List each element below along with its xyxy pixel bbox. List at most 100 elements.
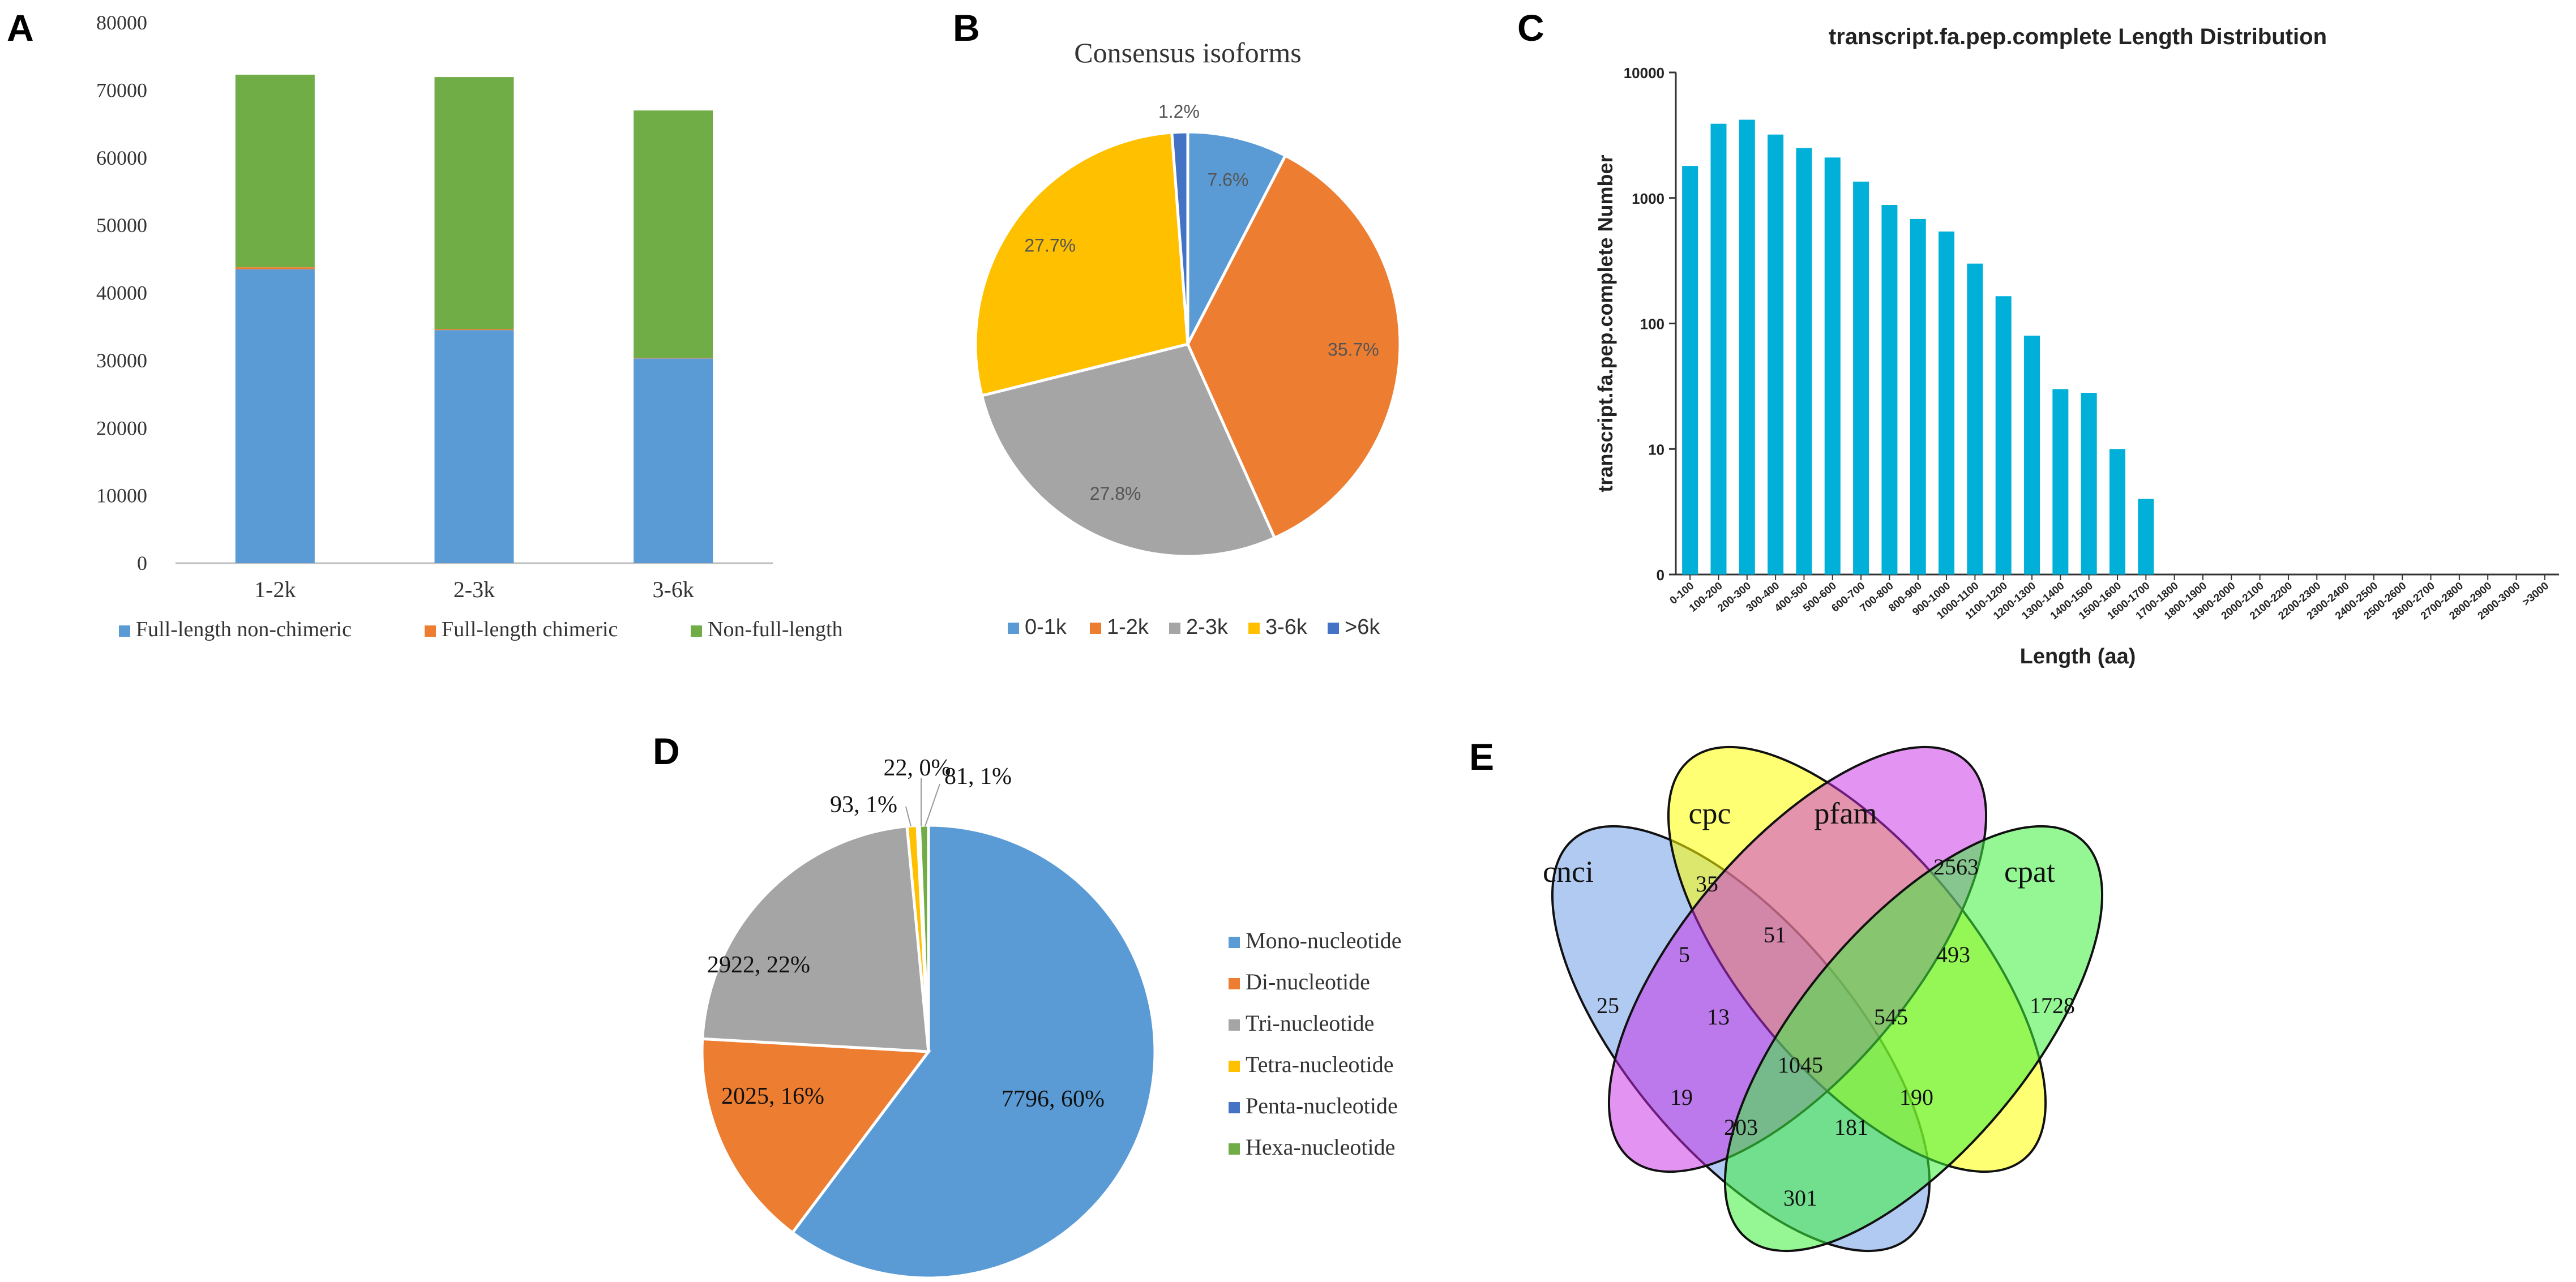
panel-a-stacked-bar-chart: 0 10000 20000 30000 40000 50000 60000 70000 8000… bbox=[96, 11, 843, 641]
legend-label-2: Non-full-length bbox=[708, 618, 843, 641]
venn-region-cpc-pfam-cpat: 545 bbox=[1874, 1004, 1908, 1030]
pie-d-slice-0 bbox=[790, 824, 1157, 1280]
pie-b-legend-label-2: 2-3k bbox=[1186, 615, 1229, 639]
x-tick-label-1: 2-3k bbox=[453, 577, 495, 602]
chart-c-bar-1 bbox=[1710, 123, 1727, 575]
chart-c-bar-6 bbox=[1853, 181, 1869, 574]
x-tick-label-2: 3-6k bbox=[653, 577, 694, 602]
pie-d-value-label-0: 7796, 60% bbox=[1002, 1086, 1105, 1112]
pie-b-slice-3 bbox=[974, 131, 1189, 398]
chart-c-bar-2 bbox=[1739, 119, 1755, 575]
pie-d-legend-swatch-1 bbox=[1229, 978, 1240, 989]
legend-swatch-2 bbox=[691, 625, 702, 637]
chart-c-bar-3 bbox=[1768, 134, 1784, 575]
pie-b-legend-swatch-1 bbox=[1090, 623, 1101, 634]
chart-c-bar-15 bbox=[2109, 449, 2125, 574]
venn-region-cpc-cpat: 190 bbox=[1899, 1084, 1933, 1110]
chart-c-bar-14 bbox=[2081, 393, 2097, 574]
pie-b-value-label-0: 7.6% bbox=[1207, 170, 1248, 190]
venn-region-cnci-cpat: 301 bbox=[1783, 1185, 1817, 1211]
pie-d-legend-label-2: Tri-nucleotide bbox=[1246, 1010, 1374, 1036]
chart-c-bar-5 bbox=[1824, 157, 1841, 575]
pie-d-legend-label-4: Penta-nucleotide bbox=[1246, 1093, 1398, 1118]
pie-b-legend-label-0: 0-1k bbox=[1025, 615, 1067, 639]
pie-d-value-label-1: 2025, 16% bbox=[721, 1083, 824, 1109]
venn-region-pfam-cpat: 493 bbox=[1936, 942, 1970, 967]
venn-set-label-cnci: cnci bbox=[1543, 855, 1594, 889]
chart-c-y-axis-label: transcript.fa.pep.complete Number bbox=[1594, 155, 1617, 492]
pie-d-legend-swatch-0 bbox=[1229, 937, 1240, 948]
pie-b-legend-swatch-2 bbox=[1169, 623, 1180, 634]
pie-b-slice-0 bbox=[1186, 130, 1287, 345]
pie-d-leader-3 bbox=[905, 806, 912, 827]
pie-b-legend-label-3: 3-6k bbox=[1265, 615, 1308, 639]
venn-set-label-pfam: pfam bbox=[1815, 796, 1877, 830]
pie-d-leader-5 bbox=[925, 783, 940, 827]
pie-d-value-label-4: 22, 0% bbox=[884, 755, 951, 781]
pie-d-value-label-5: 81, 1% bbox=[944, 764, 1012, 790]
venn-set-label-cpc: cpc bbox=[1689, 796, 1731, 830]
bar-1-2k-1 bbox=[235, 267, 315, 269]
chart-c-y-tick-label-1: 10 bbox=[1648, 441, 1664, 458]
venn-region-cnci-pfam-cpat: 203 bbox=[1724, 1114, 1758, 1140]
panel-label-e: E bbox=[1469, 736, 1494, 778]
bar-2-3k-2 bbox=[434, 77, 514, 329]
chart-c-bar-9 bbox=[1939, 231, 1955, 574]
venn-region-cnci-pfam: 19 bbox=[1670, 1084, 1693, 1110]
panel-c-length-histogram: transcript.fa.pep.complete Length Distri… bbox=[1594, 24, 2559, 668]
bar-2-3k-0 bbox=[434, 330, 514, 563]
bar-1-2k-0 bbox=[235, 269, 315, 563]
pie-d-legend-label-0: Mono-nucleotide bbox=[1246, 928, 1402, 953]
pie-b-title: Consensus isoforms bbox=[1074, 37, 1301, 68]
chart-c-x-axis-label: Length (aa) bbox=[2020, 645, 2136, 668]
chart-c-bar-13 bbox=[2052, 389, 2069, 574]
pie-d-slice-2 bbox=[701, 825, 930, 1053]
chart-c-y-tick-label-2: 100 bbox=[1640, 316, 1664, 333]
pie-d-legend-label-5: Hexa-nucleotide bbox=[1246, 1134, 1395, 1160]
pie-d-legend-swatch-5 bbox=[1229, 1143, 1240, 1155]
panel-label-c: C bbox=[1517, 7, 1544, 49]
y-tick-label-8: 80000 bbox=[96, 11, 147, 34]
panel-label-d: D bbox=[653, 730, 680, 772]
pie-b-legend-label-1: 1-2k bbox=[1107, 615, 1149, 639]
pie-d-legend-swatch-3 bbox=[1229, 1061, 1240, 1072]
pie-b-value-label-1: 35.7% bbox=[1328, 339, 1379, 359]
chart-c-bar-7 bbox=[1881, 205, 1898, 574]
pie-b-legend-swatch-0 bbox=[1008, 623, 1019, 634]
chart-c-bar-12 bbox=[2024, 335, 2040, 574]
venn-set-cpat bbox=[1723, 825, 2104, 1253]
chart-c-bar-11 bbox=[1995, 296, 2012, 574]
chart-c-y-tick-label-0: 0 bbox=[1657, 567, 1664, 584]
venn-region-cnci-cpc-cpat: 181 bbox=[1834, 1114, 1868, 1140]
pie-d-legend-label-1: Di-nucleotide bbox=[1246, 969, 1370, 994]
y-tick-label-6: 60000 bbox=[96, 147, 147, 169]
y-tick-label-5: 50000 bbox=[96, 214, 147, 237]
legend-swatch-1 bbox=[425, 625, 436, 637]
chart-c-y-tick-label-3: 1000 bbox=[1632, 190, 1664, 207]
y-tick-label-2: 20000 bbox=[96, 417, 147, 439]
venn-region-cpat: 1728 bbox=[2030, 993, 2075, 1018]
venn-region-cnci-cpc-pfam: 13 bbox=[1707, 1004, 1730, 1030]
chart-c-bar-4 bbox=[1796, 148, 1812, 574]
pie-d-value-label-3: 93, 1% bbox=[830, 792, 897, 818]
chart-c-y-tick-label-4: 10000 bbox=[1624, 65, 1664, 82]
panel-b-pie-chart: Consensus isoforms 7.6% 35.7% 27.8% 27.7% 1.2… bbox=[974, 37, 1402, 639]
pie-b-value-label-2: 27.8% bbox=[1090, 483, 1141, 504]
pie-d-value-label-2: 2922, 22% bbox=[707, 952, 810, 978]
y-tick-label-0: 0 bbox=[137, 552, 147, 574]
pie-b-legend-label-4: >6k bbox=[1345, 615, 1380, 639]
bar-2-3k-1 bbox=[434, 329, 514, 331]
venn-region-cnci: 25 bbox=[1597, 993, 1619, 1018]
panel-d-pie-chart: 7796, 60% 2025, 16% 2922, 22% 93, 1% 22, 0%8… bbox=[700, 755, 1402, 1280]
legend-label-0: Full-length non-chimeric bbox=[136, 618, 352, 641]
chart-c-x-tick-label-30: >3000 bbox=[2521, 580, 2551, 608]
pie-d-slice-5 bbox=[918, 824, 930, 1052]
pie-b-value-label-4: 1.2% bbox=[1158, 101, 1200, 122]
pie-d-legend-label-3: Tetra-nucleotide bbox=[1246, 1052, 1394, 1077]
venn-region-cnci-cpc: 5 bbox=[1679, 942, 1690, 967]
chart-c-bar-10 bbox=[1967, 263, 1983, 574]
bar-3-6k-2 bbox=[634, 110, 713, 358]
venn-region-pfam: 2563 bbox=[1933, 854, 1979, 880]
venn-region-cpc-pfam: 51 bbox=[1764, 922, 1786, 947]
